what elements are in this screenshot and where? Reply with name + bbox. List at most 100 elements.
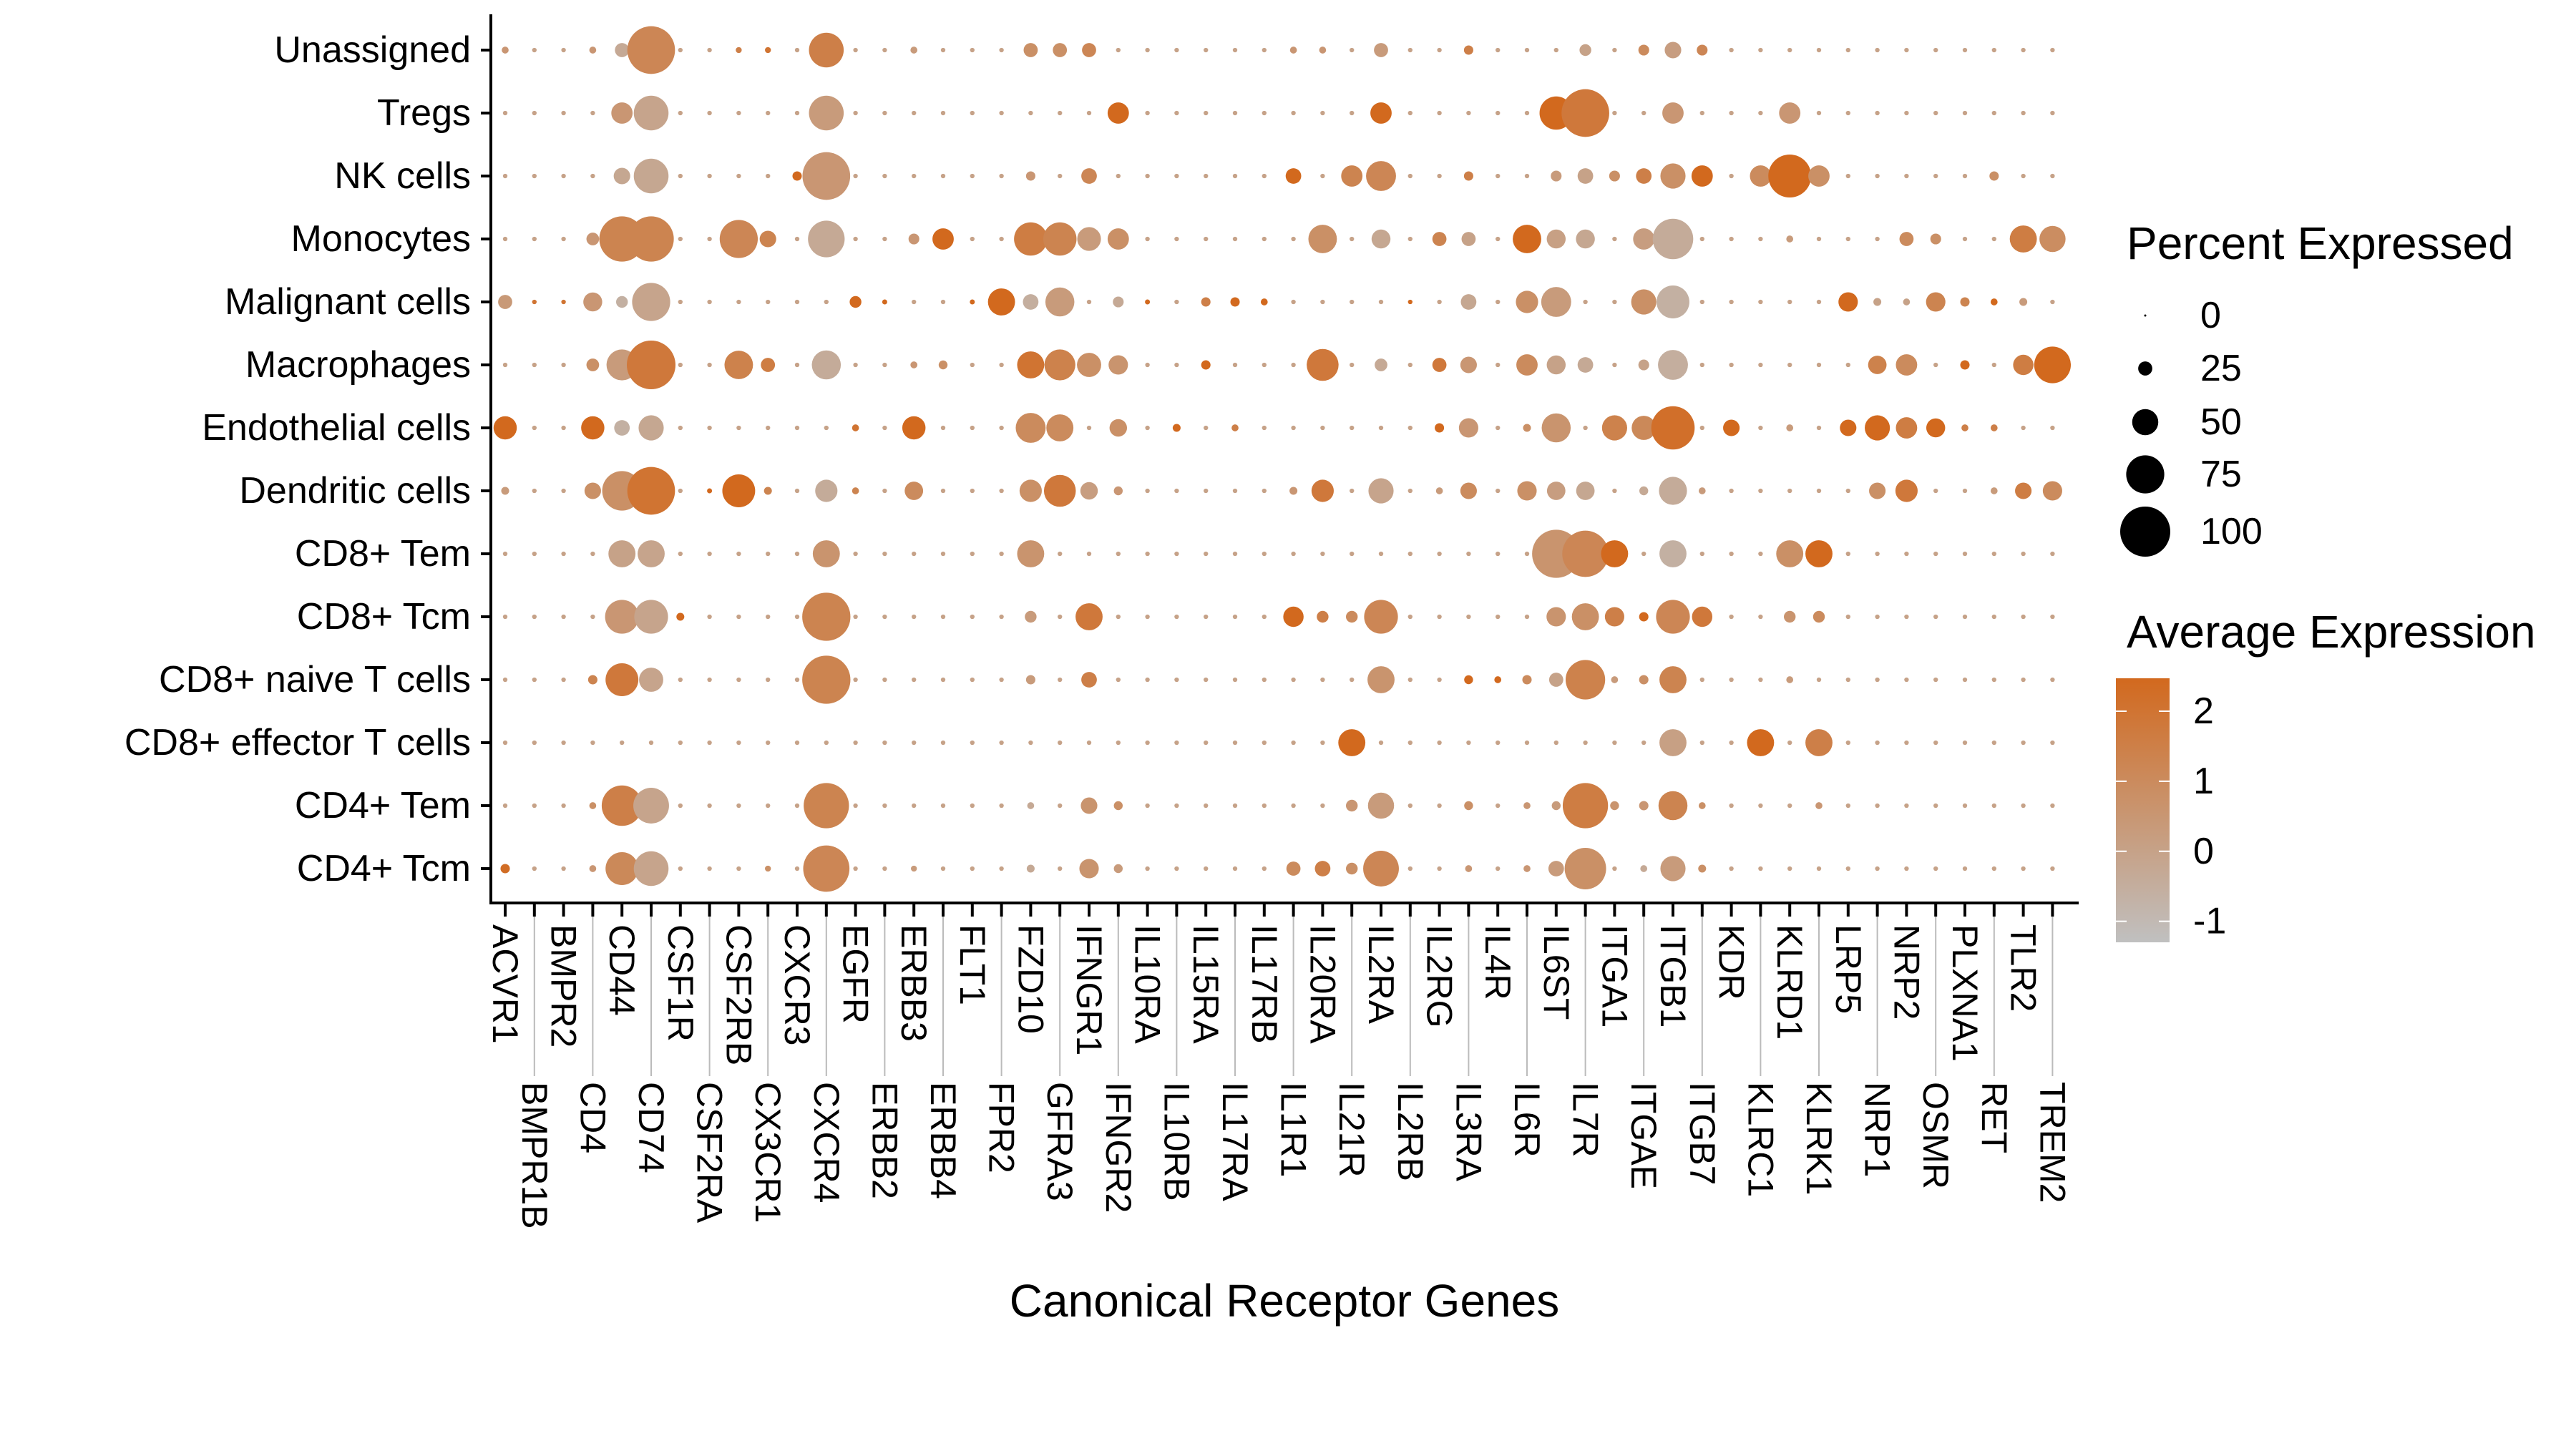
dot-dendritic-cells-flt1 (970, 488, 975, 494)
dot-cd4-tcm-csf1r (678, 866, 683, 871)
dot-cd8-effector-t-cells-flt1 (970, 740, 975, 746)
dot-malignant-cells-il17ra (1230, 297, 1240, 307)
dot-cd8-tcm-il17rb (1262, 614, 1267, 620)
dot-endothelial-cells-klrc1 (1758, 425, 1763, 431)
dot-cd8-tcm-tlr2 (2021, 614, 2026, 620)
dot-cd4-tem-il6st (1551, 801, 1561, 811)
dot-monocytes-cx3cr1 (759, 230, 776, 248)
dot-cd8-naive-t-cells-il6r (1522, 675, 1532, 685)
dot-cd8-effector-t-cells-erbb2 (882, 740, 887, 746)
x-tick-label: CSF1R (660, 924, 701, 1042)
x-tick-label: ITGA1 (1594, 924, 1634, 1027)
dot-cd8-tcm-il2ra (1364, 600, 1398, 634)
dot-malignant-cells-osmr (1926, 292, 1946, 312)
x-tick-label: CSF2RB (718, 924, 758, 1065)
dot-cd8-effector-t-cells-bmpr1b (532, 740, 537, 746)
x-tick-label: FLT1 (952, 924, 992, 1005)
dot-cd8-tcm-nrp2 (1904, 614, 1909, 620)
dot-monocytes-ret (1991, 236, 1996, 242)
dot-monocytes-il3ra (1461, 232, 1476, 246)
dot-cd4-tem-egfr (853, 803, 858, 809)
dot-cd8-tem-erbb3 (912, 551, 917, 557)
dot-tregs-tlr2 (2021, 110, 2026, 116)
x-tick-label: GFRA3 (1040, 1082, 1080, 1201)
dot-macrophages-fzd10 (1017, 351, 1045, 378)
dot-monocytes-il21r (1350, 236, 1355, 242)
dot-macrophages-ifngr2 (1108, 355, 1128, 375)
dot-cd8-tcm-cx3cr1 (766, 614, 771, 620)
dot-cd8-tem-nrp1 (1875, 551, 1880, 557)
dot-cd4-tem-trem2 (2050, 803, 2055, 809)
dot-unassigned-il4r (1496, 47, 1501, 53)
dot-cd8-tcm-ifngr1 (1075, 603, 1103, 630)
dot-tregs-itgb1 (1662, 102, 1684, 124)
dot-macrophages-il6r (1516, 354, 1538, 376)
dot-cd8-tcm-il6r (1524, 614, 1530, 620)
dot-cd4-tcm-il2ra (1363, 851, 1399, 887)
dot-cd8-naive-t-cells-flt1 (970, 677, 975, 683)
dot-endothelial-cells-csf1r (678, 425, 683, 431)
dot-monocytes-egfr (853, 236, 858, 242)
dot-endothelial-cells-fpr2 (999, 425, 1004, 431)
dot-macrophages-il17ra (1232, 362, 1238, 368)
dot-dendritic-cells-erbb4 (940, 488, 946, 494)
dot-unassigned-cd74 (627, 26, 675, 74)
dot-dendritic-cells-il6st (1546, 482, 1566, 500)
dot-cd8-tem-il17ra (1232, 551, 1238, 557)
dot-cd8-effector-t-cells-nrp2 (1904, 740, 1909, 746)
x-tick-label: BMPR1B (514, 1082, 555, 1229)
dot-macrophages-itgb7 (1699, 362, 1704, 368)
dot-endothelial-cells-il15ra (1204, 425, 1209, 431)
dot-macrophages-flt1 (970, 362, 975, 368)
dot-cd8-naive-t-cells-klrd1 (1786, 676, 1794, 683)
dot-endothelial-cells-erbb4 (940, 425, 946, 431)
dot-cd8-tcm-il17ra (1232, 614, 1238, 620)
y-tick-label: CD8+ naive T cells (159, 659, 471, 700)
dot-endothelial-cells-cx3cr1 (766, 425, 771, 431)
dot-nk-cells-ret (1989, 171, 1999, 181)
dot-cd8-naive-t-cells-osmr (1933, 677, 1938, 683)
dot-cd4-tem-il2rb (1407, 803, 1413, 809)
dot-endothelial-cells-il6st (1541, 413, 1571, 443)
dot-tregs-klrd1 (1779, 102, 1801, 124)
x-tick-label: KLRK1 (1799, 1082, 1839, 1195)
dot-cd8-effector-t-cells-gfra3 (1058, 740, 1063, 746)
dot-nk-cells-il21r (1341, 165, 1363, 187)
dot-cd8-tcm-cxcr3 (794, 614, 800, 620)
dot-tregs-il2ra (1370, 102, 1392, 124)
dot-cd4-tcm-bmpr2 (561, 866, 566, 871)
dot-dendritic-cells-il7r (1576, 482, 1595, 500)
dot-cd8-tcm-osmr (1933, 614, 1938, 620)
dot-cd8-naive-t-cells-itgb1 (1659, 666, 1687, 693)
dot-cd4-tcm-egfr (853, 866, 858, 871)
dot-cd4-tcm-csf2ra (707, 866, 712, 871)
dot-cd8-tcm-il10rb (1174, 614, 1179, 620)
dot-unassigned-il10ra (1145, 47, 1150, 53)
dot-dendritic-cells-il2rb (1407, 488, 1413, 494)
dot-tregs-il20ra (1320, 110, 1325, 116)
dot-monocytes-tlr2 (2009, 225, 2037, 253)
dot-nk-cells-erbb3 (912, 173, 917, 179)
dot-macrophages-bmpr1b (532, 362, 537, 368)
dot-cd4-tem-cd44 (601, 785, 643, 826)
dot-tregs-csf1r (678, 110, 683, 116)
dot-cd4-tem-fpr2 (999, 803, 1004, 809)
colorbar-label: -1 (2193, 901, 2226, 942)
dot-cd8-tcm-erbb3 (912, 614, 917, 620)
dot-endothelial-cells-acvr1 (493, 416, 517, 440)
dot-cd8-tem-itga1 (1601, 540, 1629, 567)
dot-cd8-naive-t-cells-il17ra (1232, 677, 1238, 683)
dot-cd4-tem-acvr1 (502, 803, 508, 809)
dot-cd8-effector-t-cells-il1r1 (1291, 740, 1296, 746)
dot-monocytes-il2rb (1407, 236, 1413, 242)
dot-malignant-cells-klrc1 (1758, 299, 1763, 305)
dot-cd4-tcm-trem2 (2050, 866, 2055, 871)
dot-cd8-effector-t-cells-acvr1 (502, 740, 508, 746)
dot-cd4-tcm-il17rb (1262, 866, 1267, 871)
dot-tregs-il10rb (1174, 110, 1179, 116)
dot-cd8-tcm-kdr (1729, 614, 1734, 620)
x-tick-label: ERBB2 (864, 1082, 904, 1199)
dot-tregs-itga1 (1612, 110, 1617, 116)
dot-monocytes-csf2ra (707, 236, 712, 242)
dot-unassigned-cxcr4 (809, 32, 844, 68)
